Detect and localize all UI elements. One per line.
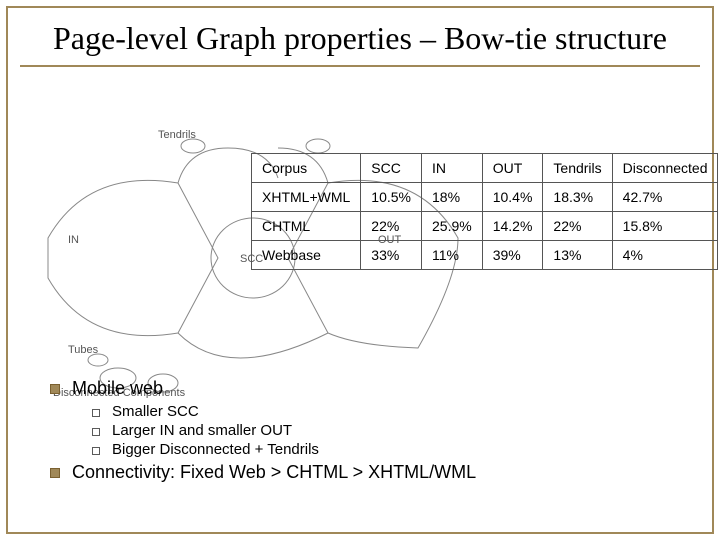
sub-bullet-text: Larger IN and smaller OUT — [112, 422, 292, 439]
sub-bullet-text: Smaller SCC — [112, 403, 199, 420]
col-corpus: Corpus — [252, 154, 361, 183]
sub-bullet: Larger IN and smaller OUT — [92, 422, 692, 439]
bullet-outline-square-icon — [92, 428, 100, 436]
sub-bullet: Bigger Disconnected + Tendrils — [92, 441, 692, 458]
title-underline — [20, 65, 700, 67]
bullet-connectivity: Connectivity: Fixed Web > CHTML > XHTML/… — [50, 462, 692, 483]
bowtie-label-tubes: Tubes — [68, 344, 99, 356]
bowtie-table: Corpus SCC IN OUT Tendrils Disconnected … — [251, 153, 718, 270]
col-disconnected: Disconnected — [612, 154, 718, 183]
sub-bullet: Smaller SCC — [92, 403, 692, 420]
slide-title: Page-level Graph properties – Bow-tie st… — [8, 8, 712, 63]
bullet-mobile-web: Mobile web — [50, 378, 692, 399]
table-header-row: Corpus SCC IN OUT Tendrils Disconnected — [252, 154, 718, 183]
col-scc: SCC — [361, 154, 422, 183]
bowtie-label-in: IN — [68, 234, 79, 246]
bullet-outline-square-icon — [92, 447, 100, 455]
bullet-outline-square-icon — [92, 409, 100, 417]
bullet-square-icon — [50, 384, 60, 394]
table-row: XHTML+WML 10.5% 18% 10.4% 18.3% 42.7% — [252, 183, 718, 212]
bullet-square-icon — [50, 468, 60, 478]
bullet-text: Connectivity: Fixed Web > CHTML > XHTML/… — [72, 462, 476, 483]
table-row: CHTML 22% 25.9% 14.2% 22% 15.8% — [252, 212, 718, 241]
col-in: IN — [422, 154, 483, 183]
col-tendrils: Tendrils — [543, 154, 612, 183]
sub-bullet-text: Bigger Disconnected + Tendrils — [112, 441, 319, 458]
table-row: Webbase 33% 11% 39% 13% 4% — [252, 241, 718, 270]
col-out: OUT — [482, 154, 543, 183]
slide-frame: Page-level Graph properties – Bow-tie st… — [6, 6, 714, 534]
bowtie-label-tendrils-top: Tendrils — [158, 129, 196, 141]
bullet-list: Mobile web Smaller SCC Larger IN and sma… — [50, 378, 692, 487]
bullet-text: Mobile web — [72, 378, 163, 399]
